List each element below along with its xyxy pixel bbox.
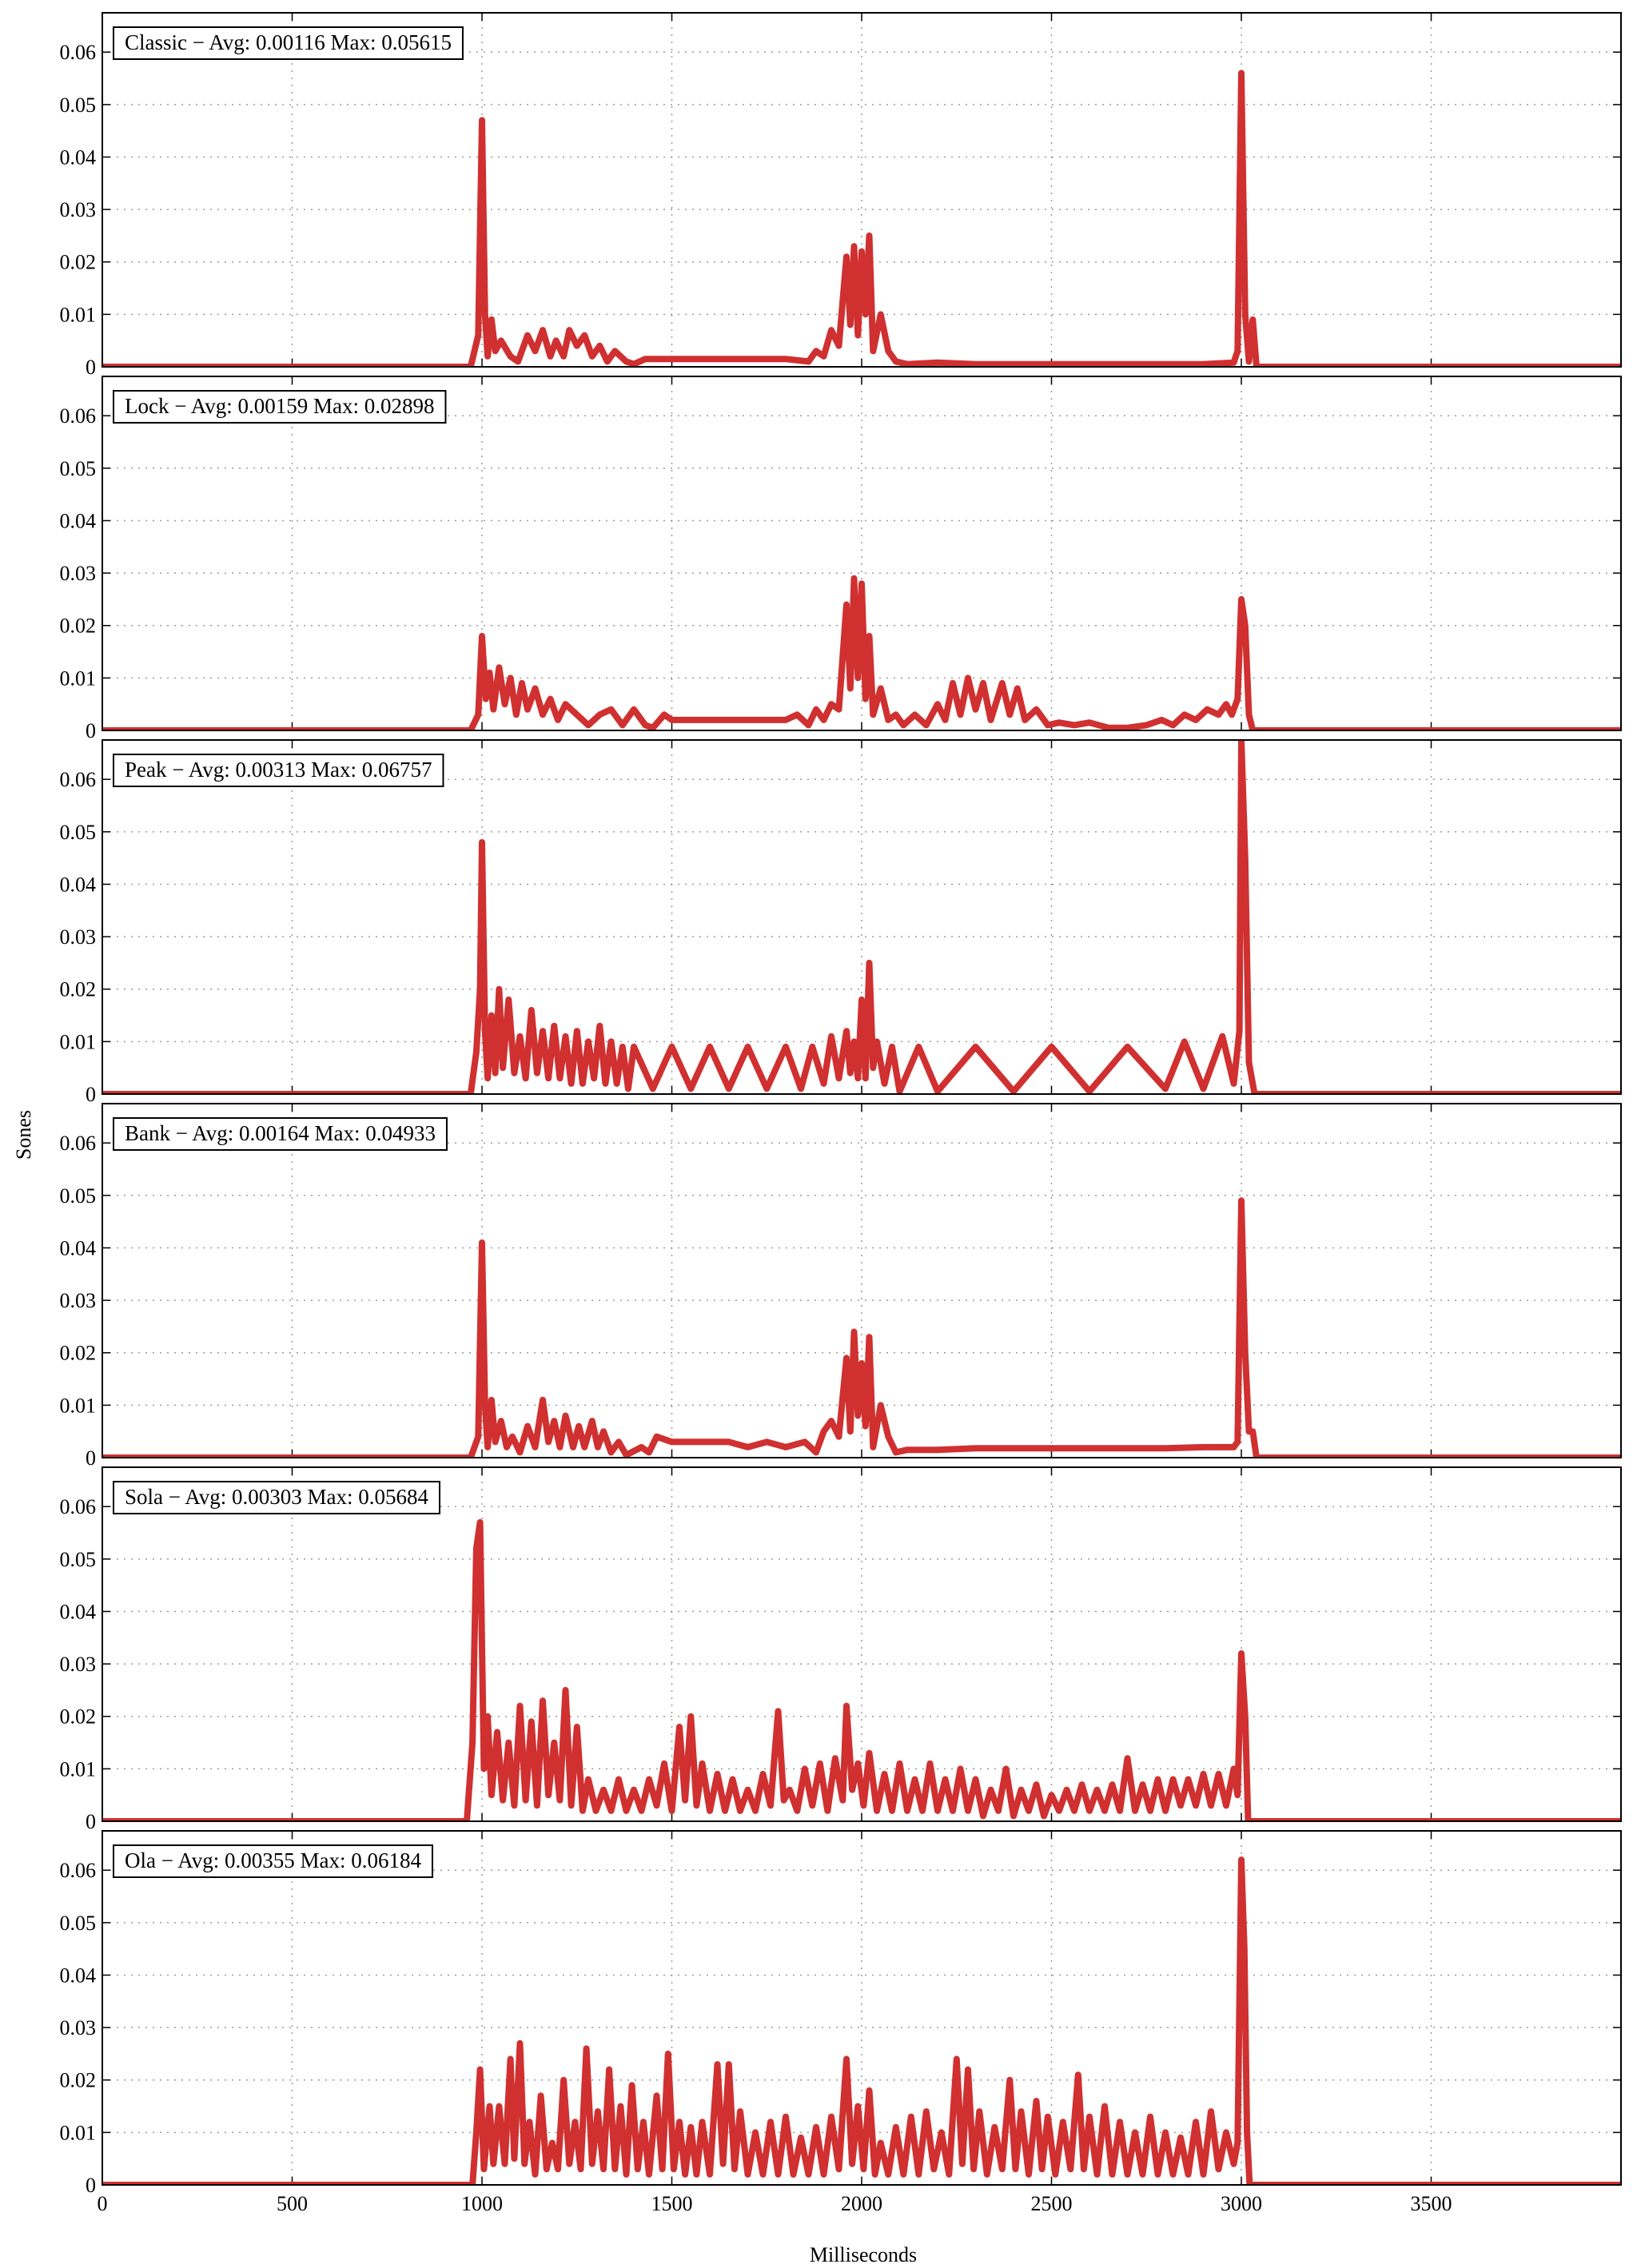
y-tick-label: 0.04 (60, 1600, 97, 1623)
y-tick-label: 0.02 (60, 978, 97, 1001)
y-tick-label: 0.06 (60, 41, 97, 64)
x-tick-label: 500 (277, 2192, 308, 2215)
y-tick-label: 0.02 (60, 615, 97, 638)
axes-frame (102, 1103, 1622, 1458)
y-tick-label: 0.01 (60, 1394, 97, 1417)
y-tick-label: 0 (86, 2174, 96, 2197)
y-tick-label: 0.06 (60, 404, 97, 428)
x-tick-label: 3000 (1221, 2192, 1262, 2215)
panel-sola: 0 0.01 0.02 0.03 0.04 0.05 0.06 Sola − Avg: 0.0… (60, 1466, 1622, 1833)
y-tick-label: 0 (86, 356, 96, 379)
y-tick-label: 0.05 (60, 457, 97, 480)
x-tick-label: 0 (98, 2192, 108, 2215)
y-tick-label: 0.04 (60, 145, 97, 169)
y-tick-label: 0.06 (60, 1495, 97, 1518)
legend-text: Ola − Avg: 0.00355 Max: 0.06184 (125, 1848, 421, 1872)
y-tick-label: 0 (86, 1446, 96, 1470)
series-line-lock (102, 575, 1621, 730)
panel-bank: 0 0.01 0.02 0.03 0.04 0.05 0.06 Bank − Avg: 0.0… (60, 1103, 1622, 1470)
panel-peak: 0 0.01 0.02 0.03 0.04 0.05 0.06 Peak − Avg: 0.0… (60, 739, 1622, 1106)
legend-box: Peak − Avg: 0.00313 Max: 0.06757 (113, 754, 444, 787)
y-tick-label: 0.01 (60, 303, 97, 326)
axes-frame (102, 1830, 1622, 2186)
y-tick-label: 0 (86, 719, 96, 742)
axes-frame (102, 376, 1622, 731)
panel-classic: 0 0.01 0.02 0.03 0.04 0.05 0.06 Classic − Avg: … (60, 12, 1622, 379)
series-line-peak (102, 740, 1621, 1094)
y-tick-label: 0.04 (60, 1964, 97, 1987)
y-tick-label: 0.06 (60, 1132, 97, 1155)
y-tick-label: 0.06 (60, 768, 97, 791)
x-tick-label: 3500 (1411, 2192, 1452, 2215)
panel-lock: 0 0.01 0.02 0.03 0.04 0.05 0.06 Lock − Avg: 0.0… (60, 376, 1622, 742)
y-tick-label: 0.05 (60, 821, 97, 844)
y-tick-label: 0.04 (60, 873, 97, 896)
legend-box: Ola − Avg: 0.00355 Max: 0.06184 (113, 1844, 433, 1878)
legend-text: Peak − Avg: 0.00313 Max: 0.06757 (125, 758, 432, 782)
legend-box: Classic − Avg: 0.00116 Max: 0.05615 (113, 26, 464, 60)
y-tick-label: 0.01 (60, 1757, 97, 1781)
axes-frame (102, 12, 1622, 368)
axes-frame (102, 1466, 1622, 1822)
y-tick-label: 0 (86, 1810, 96, 1833)
legend-box: Lock − Avg: 0.00159 Max: 0.02898 (113, 390, 447, 424)
y-tick-label: 0.03 (60, 198, 97, 221)
legend-box: Bank − Avg: 0.00164 Max: 0.04933 (113, 1117, 448, 1151)
x-tick-label: 1000 (461, 2192, 503, 2215)
y-tick-label: 0.01 (60, 2121, 97, 2144)
series-line-classic (102, 70, 1621, 367)
y-tick-label: 0.03 (60, 2016, 97, 2039)
y-tick-label: 0.05 (60, 94, 97, 117)
x-tick-label: 1500 (651, 2192, 693, 2215)
y-tick-label: 0.05 (60, 1184, 97, 1208)
y-tick-label: 0.03 (60, 1653, 97, 1676)
legend-text: Classic − Avg: 0.00116 Max: 0.05615 (125, 30, 452, 54)
panels: 0 0.01 0.02 0.03 0.04 0.05 0.06 Classic − Avg: … (60, 12, 1622, 2215)
x-axis-label: Milliseconds (810, 2243, 917, 2266)
axes-frame (102, 739, 1622, 1095)
y-tick-label: 0.02 (60, 251, 97, 274)
y-tick-label: 0.03 (60, 925, 97, 949)
y-tick-label: 0.02 (60, 2069, 97, 2092)
legend-box: Sola − Avg: 0.00303 Max: 0.05684 (113, 1481, 440, 1514)
y-tick-label: 0.06 (60, 1859, 97, 1882)
y-tick-label: 0.02 (60, 1342, 97, 1365)
y-tick-label: 0.05 (60, 1548, 97, 1571)
y-tick-label: 0.04 (60, 509, 97, 532)
series-line-ola (102, 1856, 1621, 2185)
legend-text: Sola − Avg: 0.00303 Max: 0.05684 (125, 1485, 428, 1509)
legend-text: Lock − Avg: 0.00159 Max: 0.02898 (125, 394, 434, 418)
y-tick-label: 0.03 (60, 1289, 97, 1312)
y-tick-label: 0.01 (60, 1030, 97, 1053)
y-axis-label: Sones (12, 1110, 35, 1160)
y-tick-label: 0.03 (60, 562, 97, 585)
x-tick-label: 2000 (841, 2192, 882, 2215)
y-tick-label: 0.02 (60, 1705, 97, 1729)
y-tick-label: 0.01 (60, 666, 97, 690)
series-line-bank (102, 1197, 1621, 1458)
y-tick-label: 0 (86, 1083, 96, 1106)
series-line-sola (102, 1518, 1621, 1821)
legend-text: Bank − Avg: 0.00164 Max: 0.04933 (125, 1121, 436, 1145)
y-tick-label: 0.05 (60, 1912, 97, 1935)
panel-ola: 0 0.01 0.02 0.03 0.04 0.05 0.06 Ola − Avg: 0.00… (60, 1830, 1622, 2197)
x-tick-label: 2500 (1031, 2192, 1073, 2215)
y-tick-label: 0.04 (60, 1236, 97, 1259)
